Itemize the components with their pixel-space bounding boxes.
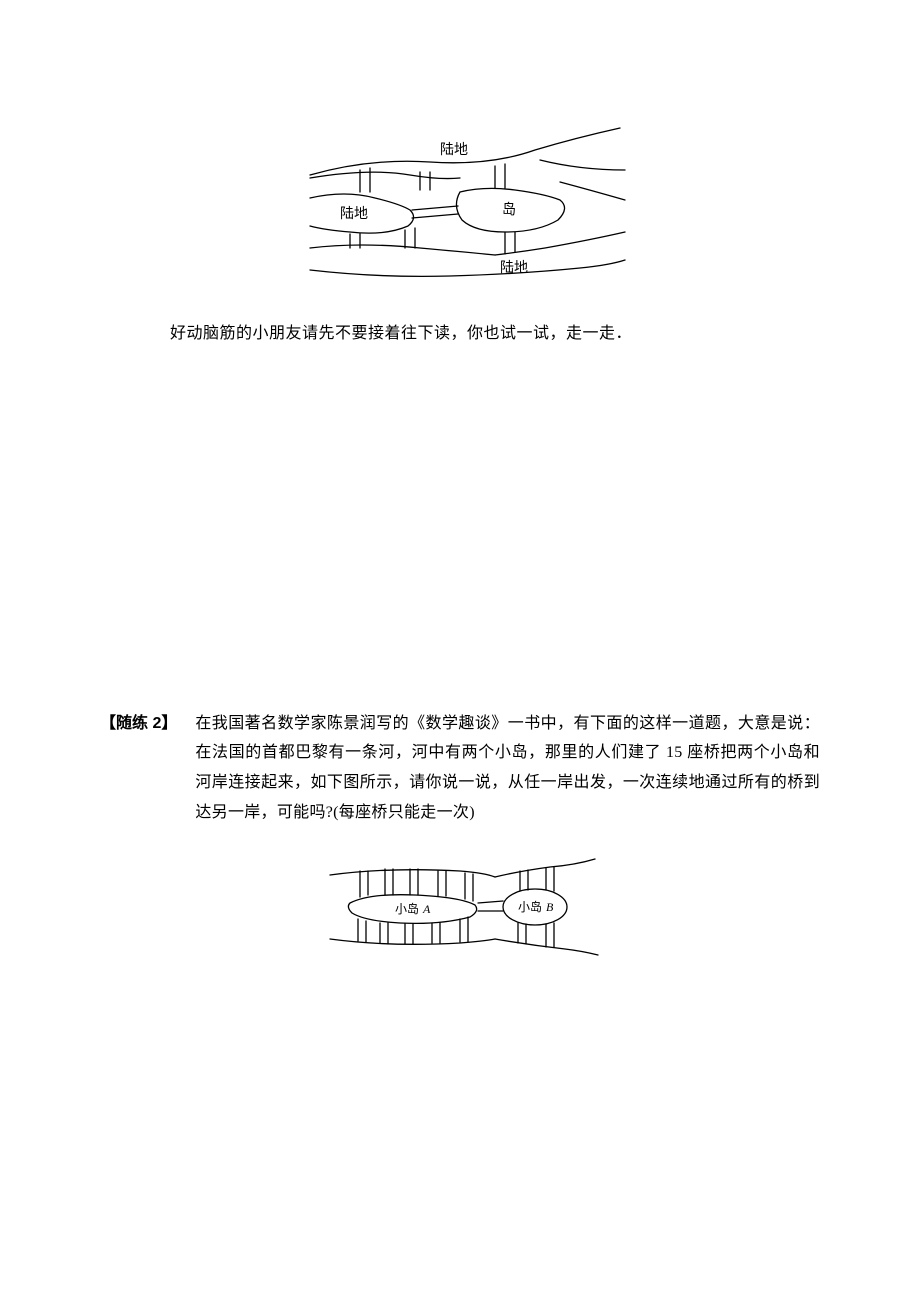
vertical-spacer [100, 349, 820, 689]
problem-label: 【随练 2】 [100, 709, 177, 733]
label-island: 岛 [502, 202, 516, 218]
label-left-land: 陆地 [340, 206, 368, 222]
figure-konigsberg: 陆地 陆地 岛 陆地 [290, 120, 630, 300]
figure-paris-bridges: 小岛 A 小岛 B [320, 847, 600, 967]
problem-block: 【随练 2】 在我国著名数学家陈景润写的《数学趣谈》一书中，有下面的这样一道题，… [100, 709, 820, 827]
label-island-a-letter: A [422, 902, 431, 916]
label-island-a: 小岛 [395, 901, 419, 916]
label-top-land: 陆地 [440, 142, 468, 158]
label-island-b: 小岛 [518, 899, 542, 914]
problem-text: 在我国著名数学家陈景润写的《数学趣谈》一书中，有下面的这样一道题，大意是说：在法… [195, 709, 820, 827]
document-page: 陆地 陆地 岛 陆地 好动脑筋的小朋友请先不要接着往下读，你也试一试，走一走． … [0, 0, 920, 1302]
figure1-caption: 好动脑筋的小朋友请先不要接着往下读，你也试一试，走一走． [170, 320, 820, 349]
label-island-b-letter: B [546, 900, 554, 914]
label-bottom-land: 陆地 [500, 260, 528, 276]
